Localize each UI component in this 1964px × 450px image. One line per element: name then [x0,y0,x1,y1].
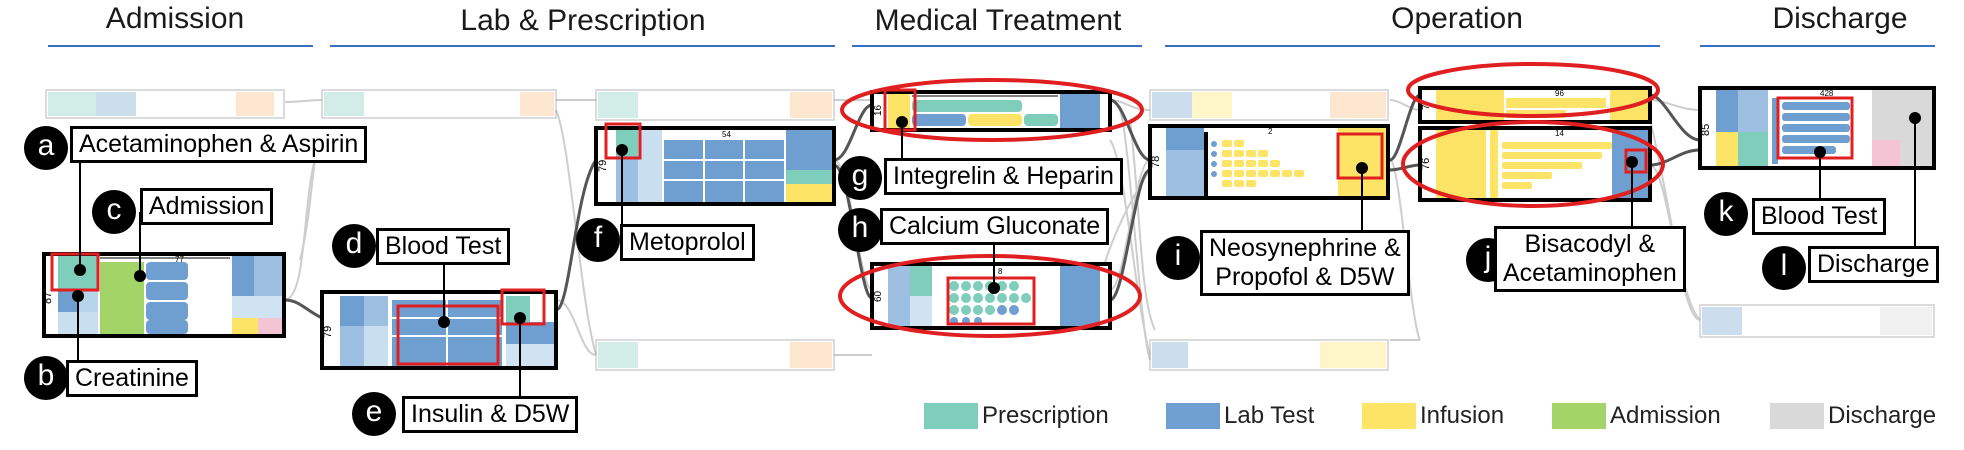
stage-title-admission: Admission [105,2,245,35]
legend: Prescription Lab Test Infusion Admission… [0,400,1964,434]
stage-rule-discharge [1700,45,1935,47]
box-metoprolol: 79 54 [594,122,836,206]
callout-g-badge: g [838,156,882,200]
svg-text:7: 7 [1421,104,1432,110]
callout-j-label-line1: Bisacodyl & [1524,230,1656,258]
callout-a-label: Acetaminophen & Aspirin [70,126,368,163]
box-admission: 87 77 [42,252,286,338]
callout-l-badge: l [1762,246,1806,290]
callout-c-label: Admission [140,188,274,225]
legend-swatch-infusion [1362,403,1416,429]
callout-f-label: Metoprolol [620,224,755,261]
callout-d-badge: d [332,224,376,268]
svg-text:79: 79 [322,326,334,338]
legend-swatch-discharge [1770,403,1824,429]
stage-title-lab-prescription: Lab & Prescription [460,4,706,37]
box-operation-j: 7 96 76 14 [1401,62,1665,208]
svg-text:85: 85 [1700,124,1712,136]
legend-label-prescription: Prescription [982,402,1109,429]
svg-text:77: 77 [175,255,184,264]
callout-e-label: Insulin & D5W [402,396,579,433]
callout-k-badge: k [1704,192,1748,236]
svg-text:428: 428 [1820,89,1834,98]
legend-label-infusion: Infusion [1420,402,1505,429]
svg-text:79: 79 [597,160,609,172]
box-discharge: 85 428 [1698,86,1936,170]
svg-text:76: 76 [1420,158,1432,170]
svg-text:16: 16 [873,104,884,116]
stage-rule-medical-treatment [852,45,1142,47]
stage-rule-operation [1165,45,1660,47]
legend-swatch-lab-test [1166,403,1220,429]
svg-text:2: 2 [1268,127,1273,136]
svg-text:14: 14 [1555,129,1564,138]
legend-label-admission: Admission [1610,402,1721,429]
callout-k-label: Blood Test [1752,198,1887,235]
callout-h-label: Calcium Gluconate [880,208,1110,245]
stage-title-discharge: Discharge [1772,2,1908,35]
legend-label-discharge: Discharge [1828,402,1937,429]
callout-c-badge: c [92,190,136,234]
legend-label-lab-test: Lab Test [1224,402,1315,429]
callout-l-label: Discharge [1808,246,1939,283]
svg-text:8: 8 [998,267,1003,276]
stage-title-operation: Operation [1391,2,1523,35]
svg-text:96: 96 [1555,89,1564,98]
callout-i-label-line2: Propofol & D5W [1215,262,1395,291]
callout-dots [72,112,1921,328]
box-integrelin: 16 [840,78,1144,142]
legend-swatch-prescription [924,403,978,429]
callout-i-label-line1: Neosynephrine & [1209,234,1401,262]
callout-b-badge: b [24,356,68,400]
ghost-boxes [45,89,1935,371]
stage-title-medical-treatment: Medical Treatment [874,4,1122,37]
callout-b-label: Creatinine [66,360,198,397]
callout-e-badge: e [352,392,396,436]
stage-rule-lab-prescription [330,45,835,47]
callout-g-label: Integrelin & Heparin [884,158,1123,195]
callout-f-badge: f [576,218,620,262]
svg-text:60: 60 [873,290,884,302]
callout-h-badge: h [838,208,882,252]
callout-i-label: Neosynephrine & Propofol & D5W [1200,230,1410,296]
svg-text:54: 54 [722,130,731,139]
callout-j-label: Bisacodyl & Acetaminophen [1494,226,1686,292]
stage-rule-admission [48,45,313,47]
callout-d-label: Blood Test [376,228,511,265]
svg-text:87: 87 [42,292,54,304]
box-lab-prescription: 79 [320,288,558,370]
box-operation-i: 78 2 [1148,124,1390,200]
legend-swatch-admission [1552,403,1606,429]
callout-a-badge: a [24,126,68,170]
callout-j-label-line2: Acetaminophen [1503,258,1677,287]
callout-i-badge: i [1156,236,1200,280]
svg-text:78: 78 [1150,156,1162,168]
box-calcium: 60 8 [838,254,1142,338]
